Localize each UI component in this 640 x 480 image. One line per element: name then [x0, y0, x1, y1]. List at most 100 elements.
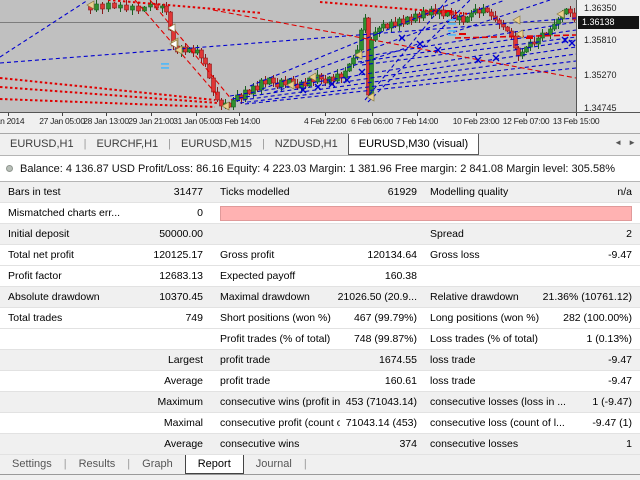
- tester-tab-report[interactable]: Report: [184, 455, 244, 474]
- report-value: 21026.50 (20.9...: [337, 291, 417, 303]
- report-value: 1 (-9.47): [592, 396, 632, 408]
- report-value: 12683.13: [159, 270, 203, 282]
- report-row: Average profit trade 160.61 loss trade -9.47: [0, 371, 640, 392]
- time-axis-label: 27 Jan 05:00: [39, 116, 85, 126]
- scroll-left-icon[interactable]: ◄: [614, 138, 623, 147]
- report-label: consecutive loss (count of l...: [430, 417, 565, 429]
- report-value: -9.47 (1): [592, 417, 632, 429]
- report-value: 1: [626, 438, 632, 450]
- report-label: Loss trades (% of total): [430, 333, 538, 345]
- tester-tab-results[interactable]: Results: [78, 458, 116, 470]
- report-label: Maximal drawdown: [220, 291, 310, 303]
- chart-tab-eurusd-m15[interactable]: EURUSD,M15: [181, 138, 252, 150]
- connection-status-icon: [6, 165, 13, 172]
- modelling-quality-bar: [220, 205, 632, 221]
- report-value: Maximum: [157, 396, 203, 408]
- candlestick-chart[interactable]: [0, 0, 640, 133]
- report-label: Spread: [430, 228, 464, 240]
- report-label: consecutive wins (profit in ...: [220, 396, 340, 408]
- report-label: profit trade: [220, 375, 271, 387]
- time-axis-label: 10 Feb 23:00: [452, 116, 500, 126]
- report-label: consecutive profit (count of...: [220, 417, 340, 429]
- report-value: -9.47: [608, 249, 632, 261]
- report-row: Mismatched charts err... 0: [0, 203, 640, 224]
- chart-tab-bar: EURUSD,H1 | EURCHF,H1 | EURUSD,M15 | NZDUSD,H1…: [0, 133, 640, 155]
- tab-separator: |: [168, 138, 172, 150]
- report-value: 160.38: [384, 270, 417, 282]
- report-label: Short positions (won %): [220, 312, 331, 324]
- price-axis-label: 1.34745: [584, 103, 617, 113]
- time-axis-label: Jan 2014: [0, 116, 25, 126]
- price-scale[interactable]: 1.36350 1.35810 1.35270 1.34745 1.36138: [577, 0, 640, 113]
- report-label: Bars in test: [8, 186, 61, 198]
- time-axis-label: 7 Feb 14:00: [395, 116, 439, 126]
- report-label: Total net profit: [8, 249, 74, 261]
- tab-separator: |: [261, 138, 265, 150]
- report-label: Total trades: [8, 312, 63, 324]
- report-label: Ticks modelled: [220, 186, 290, 198]
- report-row: Maximal consecutive profit (count of... 71…: [0, 413, 640, 434]
- chart-tab-nzdusd-h1[interactable]: NZDUSD,H1: [274, 138, 338, 150]
- price-axis-label: 1.35810: [584, 35, 617, 45]
- report-label: Profit factor: [8, 270, 62, 282]
- report-value: Average: [164, 438, 203, 450]
- report-value: 160.61: [384, 375, 417, 387]
- tab-separator: |: [303, 458, 307, 470]
- price-axis-label: 1.35270: [584, 70, 617, 80]
- chart-tab-eurchf-h1[interactable]: EURCHF,H1: [96, 138, 159, 150]
- report-row: Largest profit trade 1674.55 loss trade -9.4…: [0, 350, 640, 371]
- tab-separator: |: [83, 138, 87, 150]
- report-value: 50000.00: [159, 228, 203, 240]
- report-value: 1 (0.13%): [586, 333, 632, 345]
- time-axis-label: 4 Feb 22:00: [303, 116, 347, 126]
- tab-separator: |: [63, 458, 67, 470]
- tester-tab-settings[interactable]: Settings: [12, 458, 52, 470]
- report-value: 282 (100.00%): [563, 312, 632, 324]
- report-row: Absolute drawdown 10370.45 Maximal drawdow…: [0, 287, 640, 308]
- report-value: 120125.17: [153, 249, 203, 261]
- scroll-right-icon[interactable]: ►: [628, 138, 636, 147]
- price-chart-area[interactable]: 1.36350 1.35810 1.35270 1.34745 1.36138 Jan …: [0, 0, 640, 133]
- report-label: consecutive losses: [430, 438, 519, 450]
- report-value: 374: [399, 438, 417, 450]
- tester-tab-bar: Settings | Results | Graph Report Journal |: [0, 455, 640, 480]
- time-axis-label: 31 Jan 05:00: [173, 116, 219, 126]
- report-label: Mismatched charts err...: [8, 207, 121, 219]
- report-value: 120134.64: [367, 249, 417, 261]
- chart-tab-eurusd-m30-visual[interactable]: EURUSD,M30 (visual): [347, 134, 480, 155]
- account-status-text: Balance: 4 136.87 USD Profit/Loss: 86.16…: [20, 162, 615, 175]
- report-value: 71043.14 (453): [345, 417, 417, 429]
- chart-tab-eurusd-h1[interactable]: EURUSD,H1: [10, 138, 74, 150]
- time-axis-label: 6 Feb 06:00: [350, 116, 394, 126]
- report-row: Initial deposit 50000.00 Spread 2: [0, 224, 640, 245]
- tester-tab-journal[interactable]: Journal: [255, 458, 292, 470]
- chart-tab-scroll: ◄ ►: [614, 138, 636, 147]
- report-label: Relative drawdown: [430, 291, 519, 303]
- report-label: Expected payoff: [220, 270, 296, 282]
- tab-separator: |: [127, 458, 131, 470]
- report-label: profit trade: [220, 354, 271, 366]
- report-value: n/a: [617, 186, 632, 198]
- report-value: 2: [626, 228, 632, 240]
- tester-tab-graph[interactable]: Graph: [142, 458, 173, 470]
- report-table: Bars in test 31477 Ticks modelled 61929 Mode…: [0, 182, 640, 455]
- report-label: loss trade: [430, 354, 476, 366]
- time-axis-label: 28 Jan 13:00: [83, 116, 129, 126]
- report-row: Average consecutive wins 374 consecutive lo…: [0, 434, 640, 455]
- report-value: -9.47: [608, 375, 632, 387]
- report-row: Total trades 749 Short positions (won %) 46…: [0, 308, 640, 329]
- report-row: Profit trades (% of total) 748 (99.87%) Lo…: [0, 329, 640, 350]
- report-value: 61929: [387, 186, 417, 198]
- time-axis-label: 12 Feb 07:00: [502, 116, 550, 126]
- report-label: loss trade: [430, 375, 476, 387]
- report-label: Gross profit: [220, 249, 275, 261]
- report-value: 749: [185, 312, 203, 324]
- report-value: Maximal: [163, 417, 203, 429]
- time-axis-label: 3 Feb 14:00: [217, 116, 261, 126]
- report-label: Profit trades (% of total): [220, 333, 331, 345]
- report-value: Average: [164, 375, 203, 387]
- report-value: -9.47: [608, 354, 632, 366]
- report-value: Largest: [167, 354, 203, 366]
